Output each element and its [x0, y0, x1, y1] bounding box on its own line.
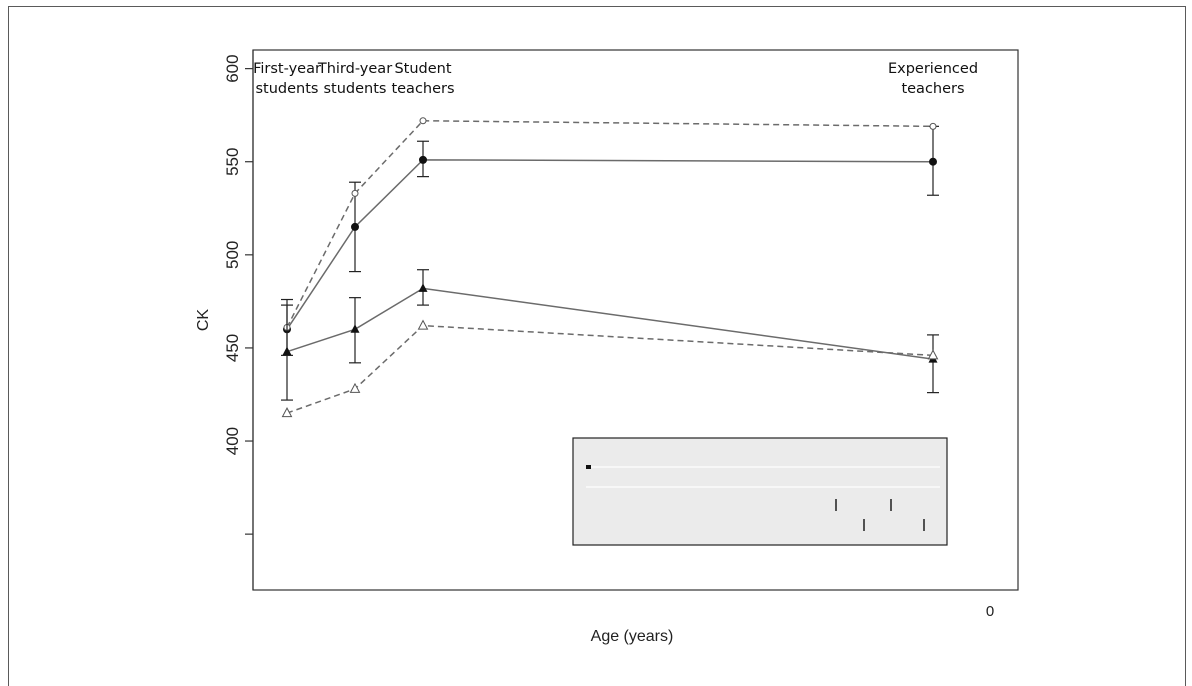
y-tick-label-500: 500 — [223, 241, 242, 269]
figure-frame — [8, 6, 1186, 686]
legend-marker-1 — [586, 465, 591, 469]
series-3-point-0 — [281, 407, 293, 418]
group-label-2-0: Student — [394, 61, 451, 77]
group-labels: First-yearstudentsThird-yearstudentsStud… — [253, 61, 978, 97]
group-label-3-1: teachers — [901, 81, 964, 97]
series-2-line — [286, 287, 934, 360]
series-1-point-3 — [929, 122, 937, 130]
series-3-point-3 — [927, 349, 939, 360]
series-2-point-0 — [282, 346, 292, 356]
series-1-point-2 — [419, 117, 427, 125]
y-tick-label-450: 450 — [223, 334, 242, 362]
series-1-point-1 — [351, 189, 359, 197]
group-label-0-0: First-year — [253, 61, 321, 77]
group-label-2-1: teachers — [391, 81, 454, 97]
series-2-point-1 — [350, 324, 360, 333]
series-3-line — [286, 324, 934, 414]
series-1-line — [286, 120, 934, 328]
series-0-point-2 — [419, 155, 427, 164]
x-tick-label-0: 0 — [986, 603, 994, 620]
legend — [572, 437, 948, 546]
y-tick-label-600: 600 — [223, 54, 242, 82]
series-0-point-1 — [351, 222, 359, 231]
group-label-0-1: students — [256, 81, 319, 97]
y-tick-label-550: 550 — [223, 148, 242, 176]
y-ticks: 400 450 500 550 600 — [223, 54, 253, 455]
y-tick-label-400: 400 — [223, 427, 242, 455]
group-label-1-1: students — [324, 81, 387, 97]
group-label-1-0: Third-year — [317, 61, 392, 77]
group-label-3-0: Experienced — [888, 61, 978, 77]
legend-box — [572, 437, 948, 546]
series-3-point-1 — [349, 382, 361, 393]
series-0-line — [286, 159, 934, 330]
x-axis-title: Age (years) — [591, 628, 674, 645]
y-axis-title: CK — [195, 309, 212, 332]
series-2-point-2 — [418, 283, 428, 292]
series-layer — [281, 117, 939, 418]
series-0-point-3 — [929, 157, 937, 166]
series-3-point-2 — [417, 319, 429, 330]
